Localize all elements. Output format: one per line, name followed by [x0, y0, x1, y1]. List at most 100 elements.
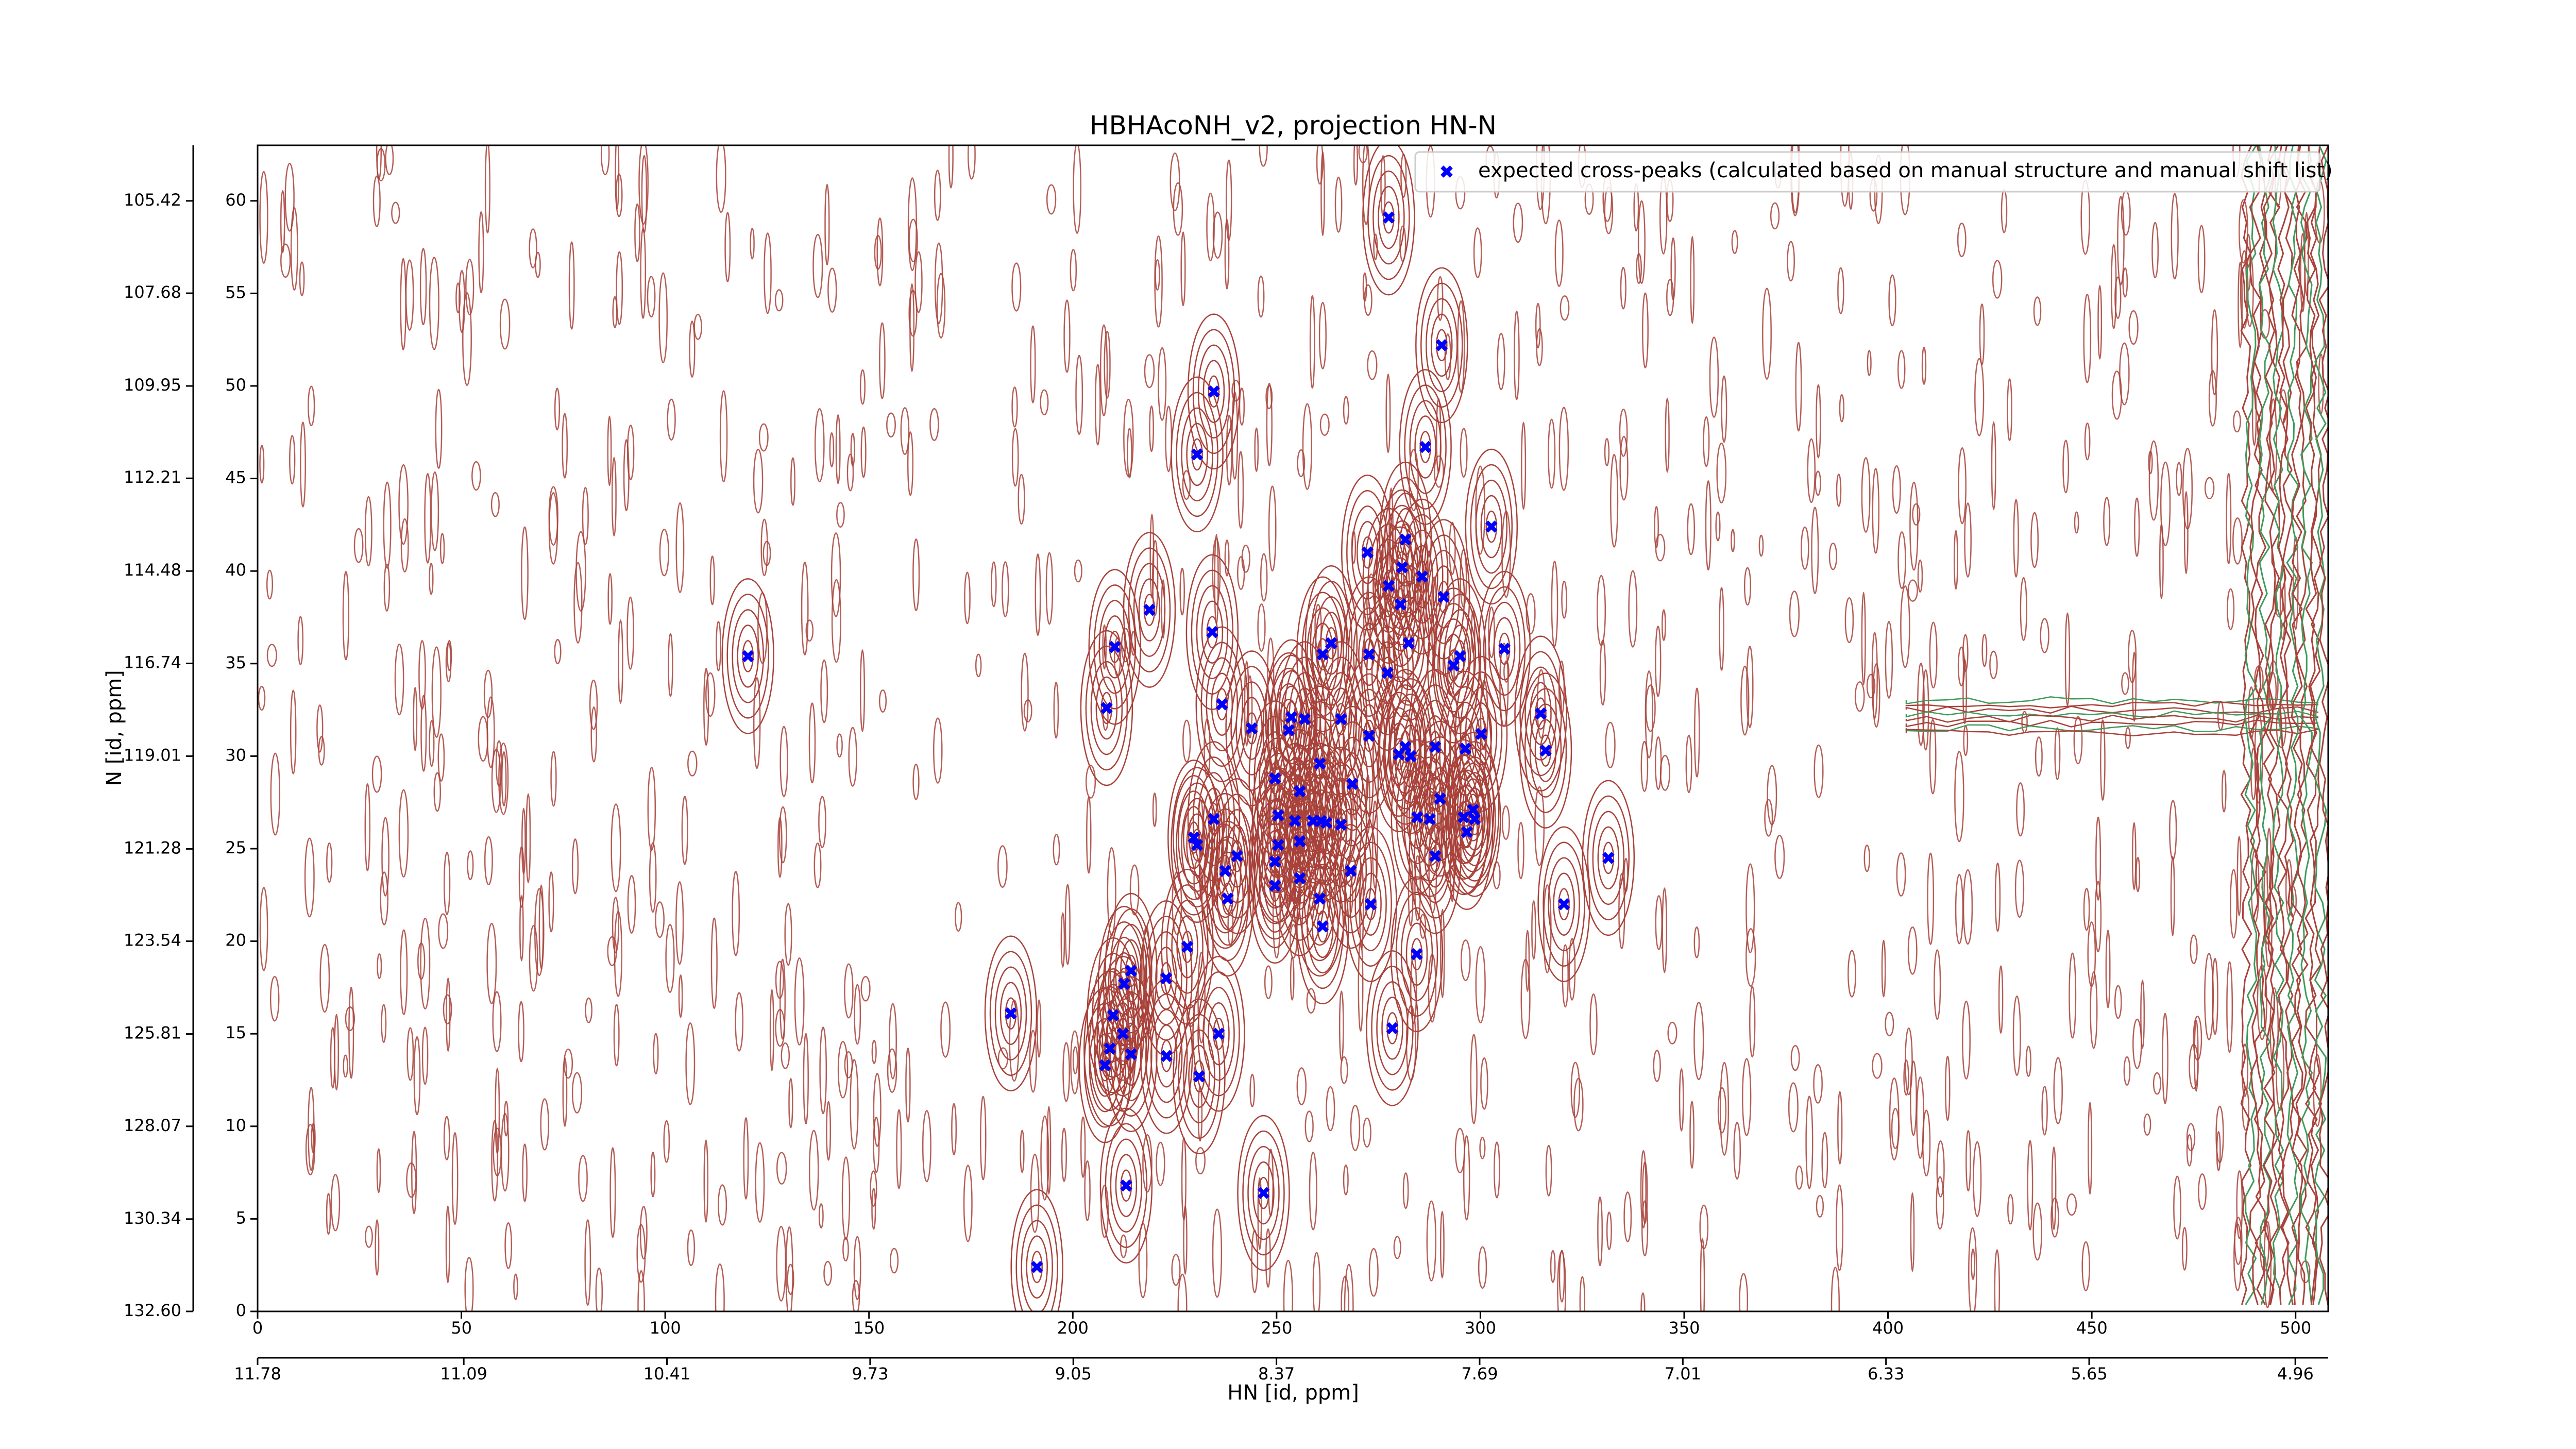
- peak-marker: [1272, 838, 1284, 851]
- noise-contour: [1705, 480, 1711, 571]
- peak-contour: [1437, 739, 1490, 896]
- peak-contour: [1383, 569, 1395, 602]
- noise-contour: [678, 974, 683, 1018]
- noise-contour: [818, 796, 826, 849]
- noise-contour: [518, 846, 525, 908]
- noise-contour: [411, 1131, 417, 1215]
- peak-contour: [1150, 1009, 1183, 1103]
- noise-contour: [1690, 235, 1695, 324]
- noise-contour: [2084, 423, 2091, 461]
- noise-contour: [1917, 559, 1923, 593]
- noise-contour: [2226, 961, 2233, 1053]
- noise-contour: [1238, 451, 1244, 529]
- noise-contour: [1127, 428, 1132, 479]
- noise-contour: [1214, 533, 1219, 625]
- peak-contour: [1208, 1002, 1230, 1066]
- noise-contour: [2122, 267, 2128, 298]
- noise-contour: [2212, 957, 2218, 1035]
- peak-marker: [1282, 724, 1295, 736]
- peak-marker: [1458, 811, 1470, 823]
- noise-contour: [554, 387, 561, 431]
- noise-contour: [405, 259, 414, 331]
- peak-contour: [1436, 329, 1448, 362]
- noise-contour: [2083, 293, 2092, 383]
- noise-contour: [647, 276, 656, 318]
- peak-contour: [1283, 831, 1316, 925]
- noise-contour: [1104, 330, 1111, 399]
- noise-contour: [627, 875, 636, 934]
- noise-contour: [1040, 389, 1049, 416]
- noise-contour: [1963, 725, 1969, 756]
- peak-contour: [1444, 609, 1477, 703]
- noise-contour: [2159, 523, 2164, 600]
- y2-tick-label: 109.95: [124, 375, 181, 395]
- noise-contour: [1815, 470, 1821, 496]
- y2-tick-label: 105.42: [124, 190, 181, 210]
- noise-contour: [2051, 1146, 2057, 1231]
- noise-contour: [1460, 428, 1468, 478]
- noise-contour: [383, 481, 392, 569]
- noise-contour: [1251, 1229, 1259, 1293]
- noise-contour: [495, 1067, 500, 1155]
- peak-contour: [1409, 778, 1462, 934]
- peak-contour: [1093, 584, 1137, 710]
- peak-contour: [1257, 753, 1300, 878]
- noise-contour: [1534, 786, 1545, 866]
- peak-contour: [1090, 661, 1123, 755]
- noise-contour: [1694, 687, 1700, 778]
- noise-contour: [446, 978, 451, 1052]
- peak-marker: [1602, 852, 1615, 864]
- peak-marker: [1294, 835, 1306, 848]
- noise-contour: [1685, 734, 1692, 794]
- ridge-contour: [1905, 701, 2319, 709]
- peak-marker: [1396, 561, 1409, 574]
- edge-contour: [2304, 145, 2318, 1305]
- noise-contour: [1568, 938, 1576, 1001]
- noise-contour: [1257, 1177, 1262, 1250]
- noise-contour: [1848, 950, 1856, 998]
- noise-contour: [1249, 1073, 1256, 1107]
- noise-contour: [1570, 1062, 1581, 1118]
- edge-contour: [2291, 145, 2303, 1305]
- noise-contour: [1599, 639, 1606, 706]
- peak-contour: [1537, 826, 1590, 982]
- noise-contour: [1260, 553, 1268, 602]
- noise-contour: [1372, 800, 1378, 889]
- noise-contour: [900, 407, 910, 455]
- noise-contour: [400, 929, 408, 1015]
- noise-contour: [2236, 836, 2242, 917]
- noise-contour: [703, 1139, 709, 1223]
- noise-contour: [433, 772, 442, 812]
- noise-contour: [907, 177, 917, 272]
- noise-contour: [1264, 965, 1273, 1000]
- peak-contour: [1602, 841, 1615, 874]
- noise-contour: [1790, 1045, 1800, 1071]
- noise-contour: [1746, 646, 1754, 728]
- noise-contour: [2208, 370, 2217, 427]
- noise-contour: [1080, 1116, 1086, 1178]
- noise-contour: [1561, 580, 1567, 619]
- noise-contour: [2204, 477, 2215, 500]
- noise-contour: [316, 704, 324, 753]
- noise-contour: [562, 413, 568, 479]
- noise-contour: [1206, 192, 1215, 262]
- peak-marker: [1325, 637, 1337, 650]
- noise-contour: [1334, 176, 1343, 233]
- peak-contour: [1395, 588, 1406, 621]
- noise-contour: [1637, 200, 1646, 284]
- noise-contour: [1861, 457, 1871, 533]
- noise-contour: [623, 439, 630, 512]
- noise-contour: [1971, 1248, 1975, 1280]
- noise-contour: [259, 445, 265, 484]
- noise-contour: [1226, 414, 1232, 486]
- noise-contour: [398, 789, 409, 878]
- noise-contour: [753, 677, 761, 769]
- noise-contour: [1604, 438, 1610, 466]
- noise-contour: [775, 961, 784, 999]
- noise-contour: [364, 496, 372, 567]
- noise-contour: [2117, 196, 2125, 285]
- noise-contour: [1488, 606, 1495, 659]
- noise-contour: [1721, 375, 1727, 443]
- noise-contour: [1936, 1140, 1945, 1198]
- noise-contour: [2123, 1056, 2131, 1086]
